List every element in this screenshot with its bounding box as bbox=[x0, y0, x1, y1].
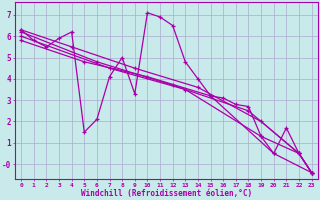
X-axis label: Windchill (Refroidissement éolien,°C): Windchill (Refroidissement éolien,°C) bbox=[81, 189, 252, 198]
